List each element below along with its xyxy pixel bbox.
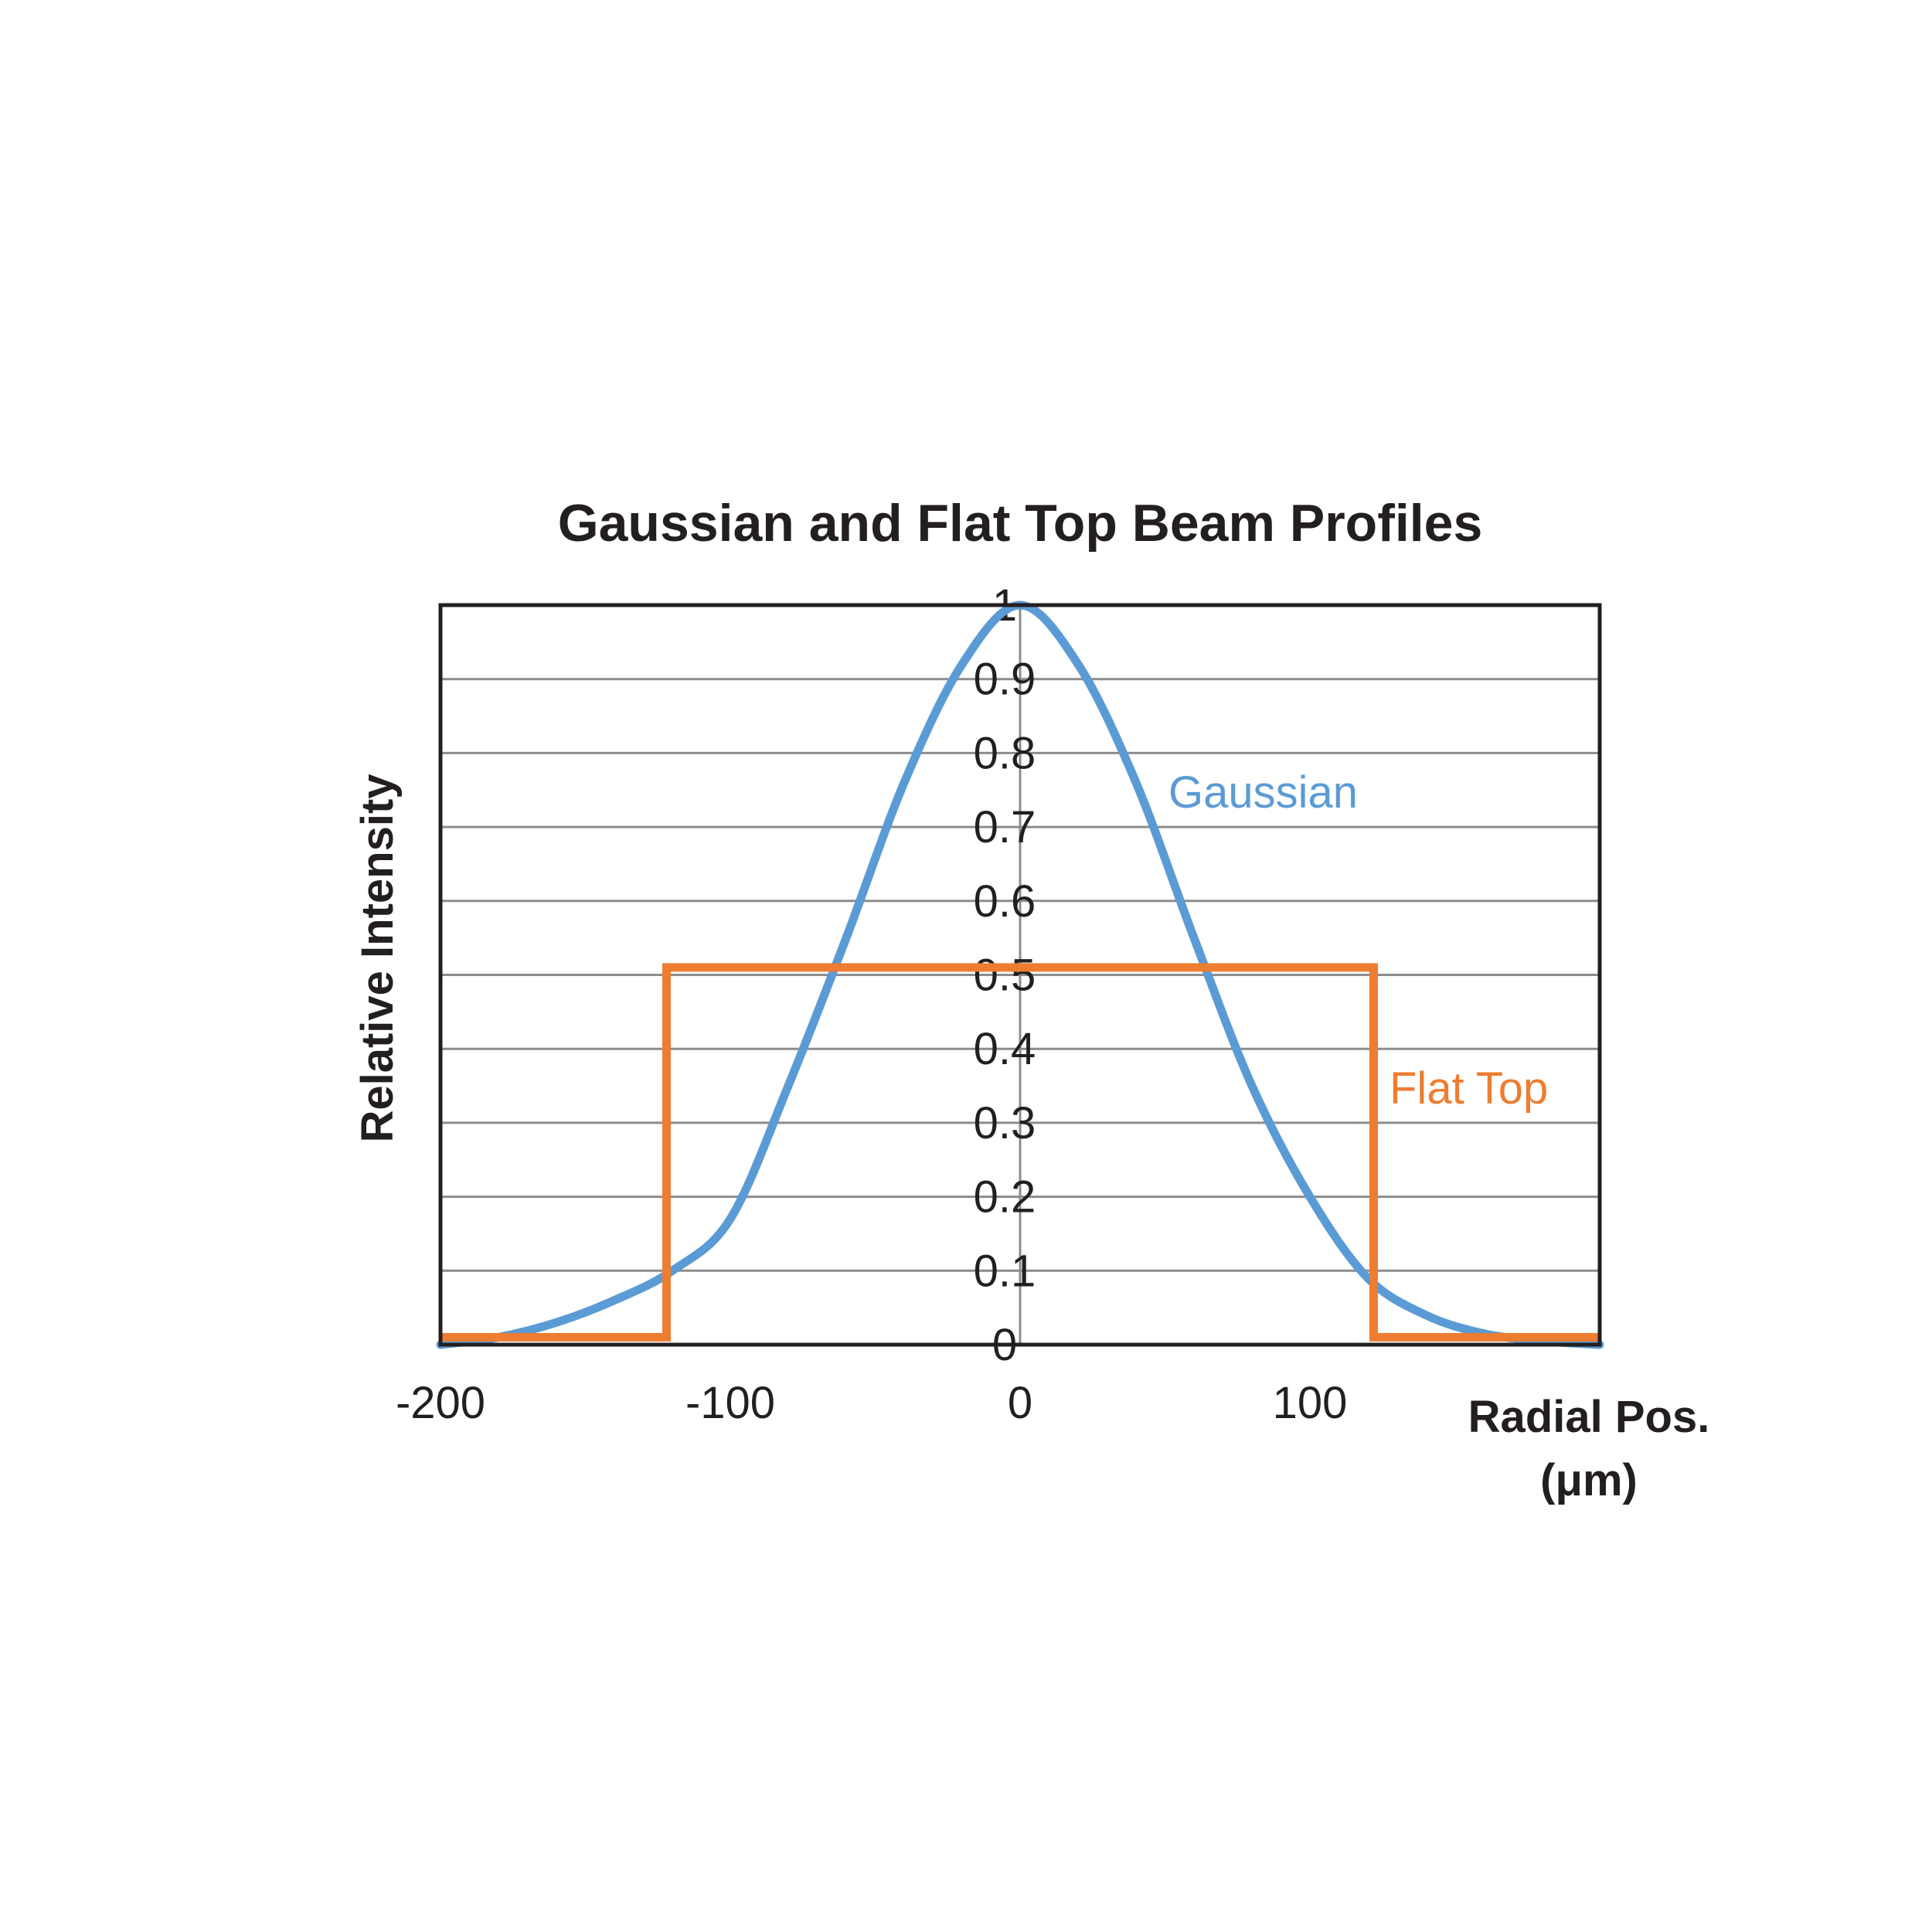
series-label-gaussian: Gaussian xyxy=(1168,767,1358,818)
y-tick-label: 0.7 xyxy=(974,802,1036,852)
y-axis-label: Relative Intensity xyxy=(352,774,403,1142)
plot-area-frame xyxy=(438,603,1602,1347)
y-tick-label: 0.1 xyxy=(974,1246,1036,1296)
x-tick-label: 100 xyxy=(1273,1378,1348,1428)
x-tick-label: -100 xyxy=(685,1378,775,1428)
x-tick-labels: -200 -100 0 100 xyxy=(396,1378,1347,1428)
y-tick-label: 0.5 xyxy=(974,951,1036,1001)
x-tick-label: 0 xyxy=(1008,1378,1032,1428)
y-tick-label: 0.4 xyxy=(974,1024,1036,1074)
x-axis-label-line-1: Radial Pos. xyxy=(1468,1392,1710,1442)
series-line-flat-top xyxy=(440,963,1600,1342)
x-tick-label: -200 xyxy=(396,1378,485,1428)
chart-title: Gaussian and Flat Top Beam Profiles xyxy=(558,494,1483,553)
y-tick-label: 0.8 xyxy=(974,728,1036,778)
y-tick-label: 0.3 xyxy=(974,1098,1036,1148)
x-axis-label-line-2: (μm) xyxy=(1540,1455,1638,1505)
y-tick-label: 0.6 xyxy=(974,876,1036,927)
y-tick-label: 0.2 xyxy=(974,1172,1036,1223)
series-label-flat-top: Flat Top xyxy=(1389,1063,1548,1114)
y-tick-label: 0.9 xyxy=(974,655,1036,705)
y-tick-labels: 00.10.20.30.40.50.60.70.80.91 xyxy=(974,580,1036,1370)
